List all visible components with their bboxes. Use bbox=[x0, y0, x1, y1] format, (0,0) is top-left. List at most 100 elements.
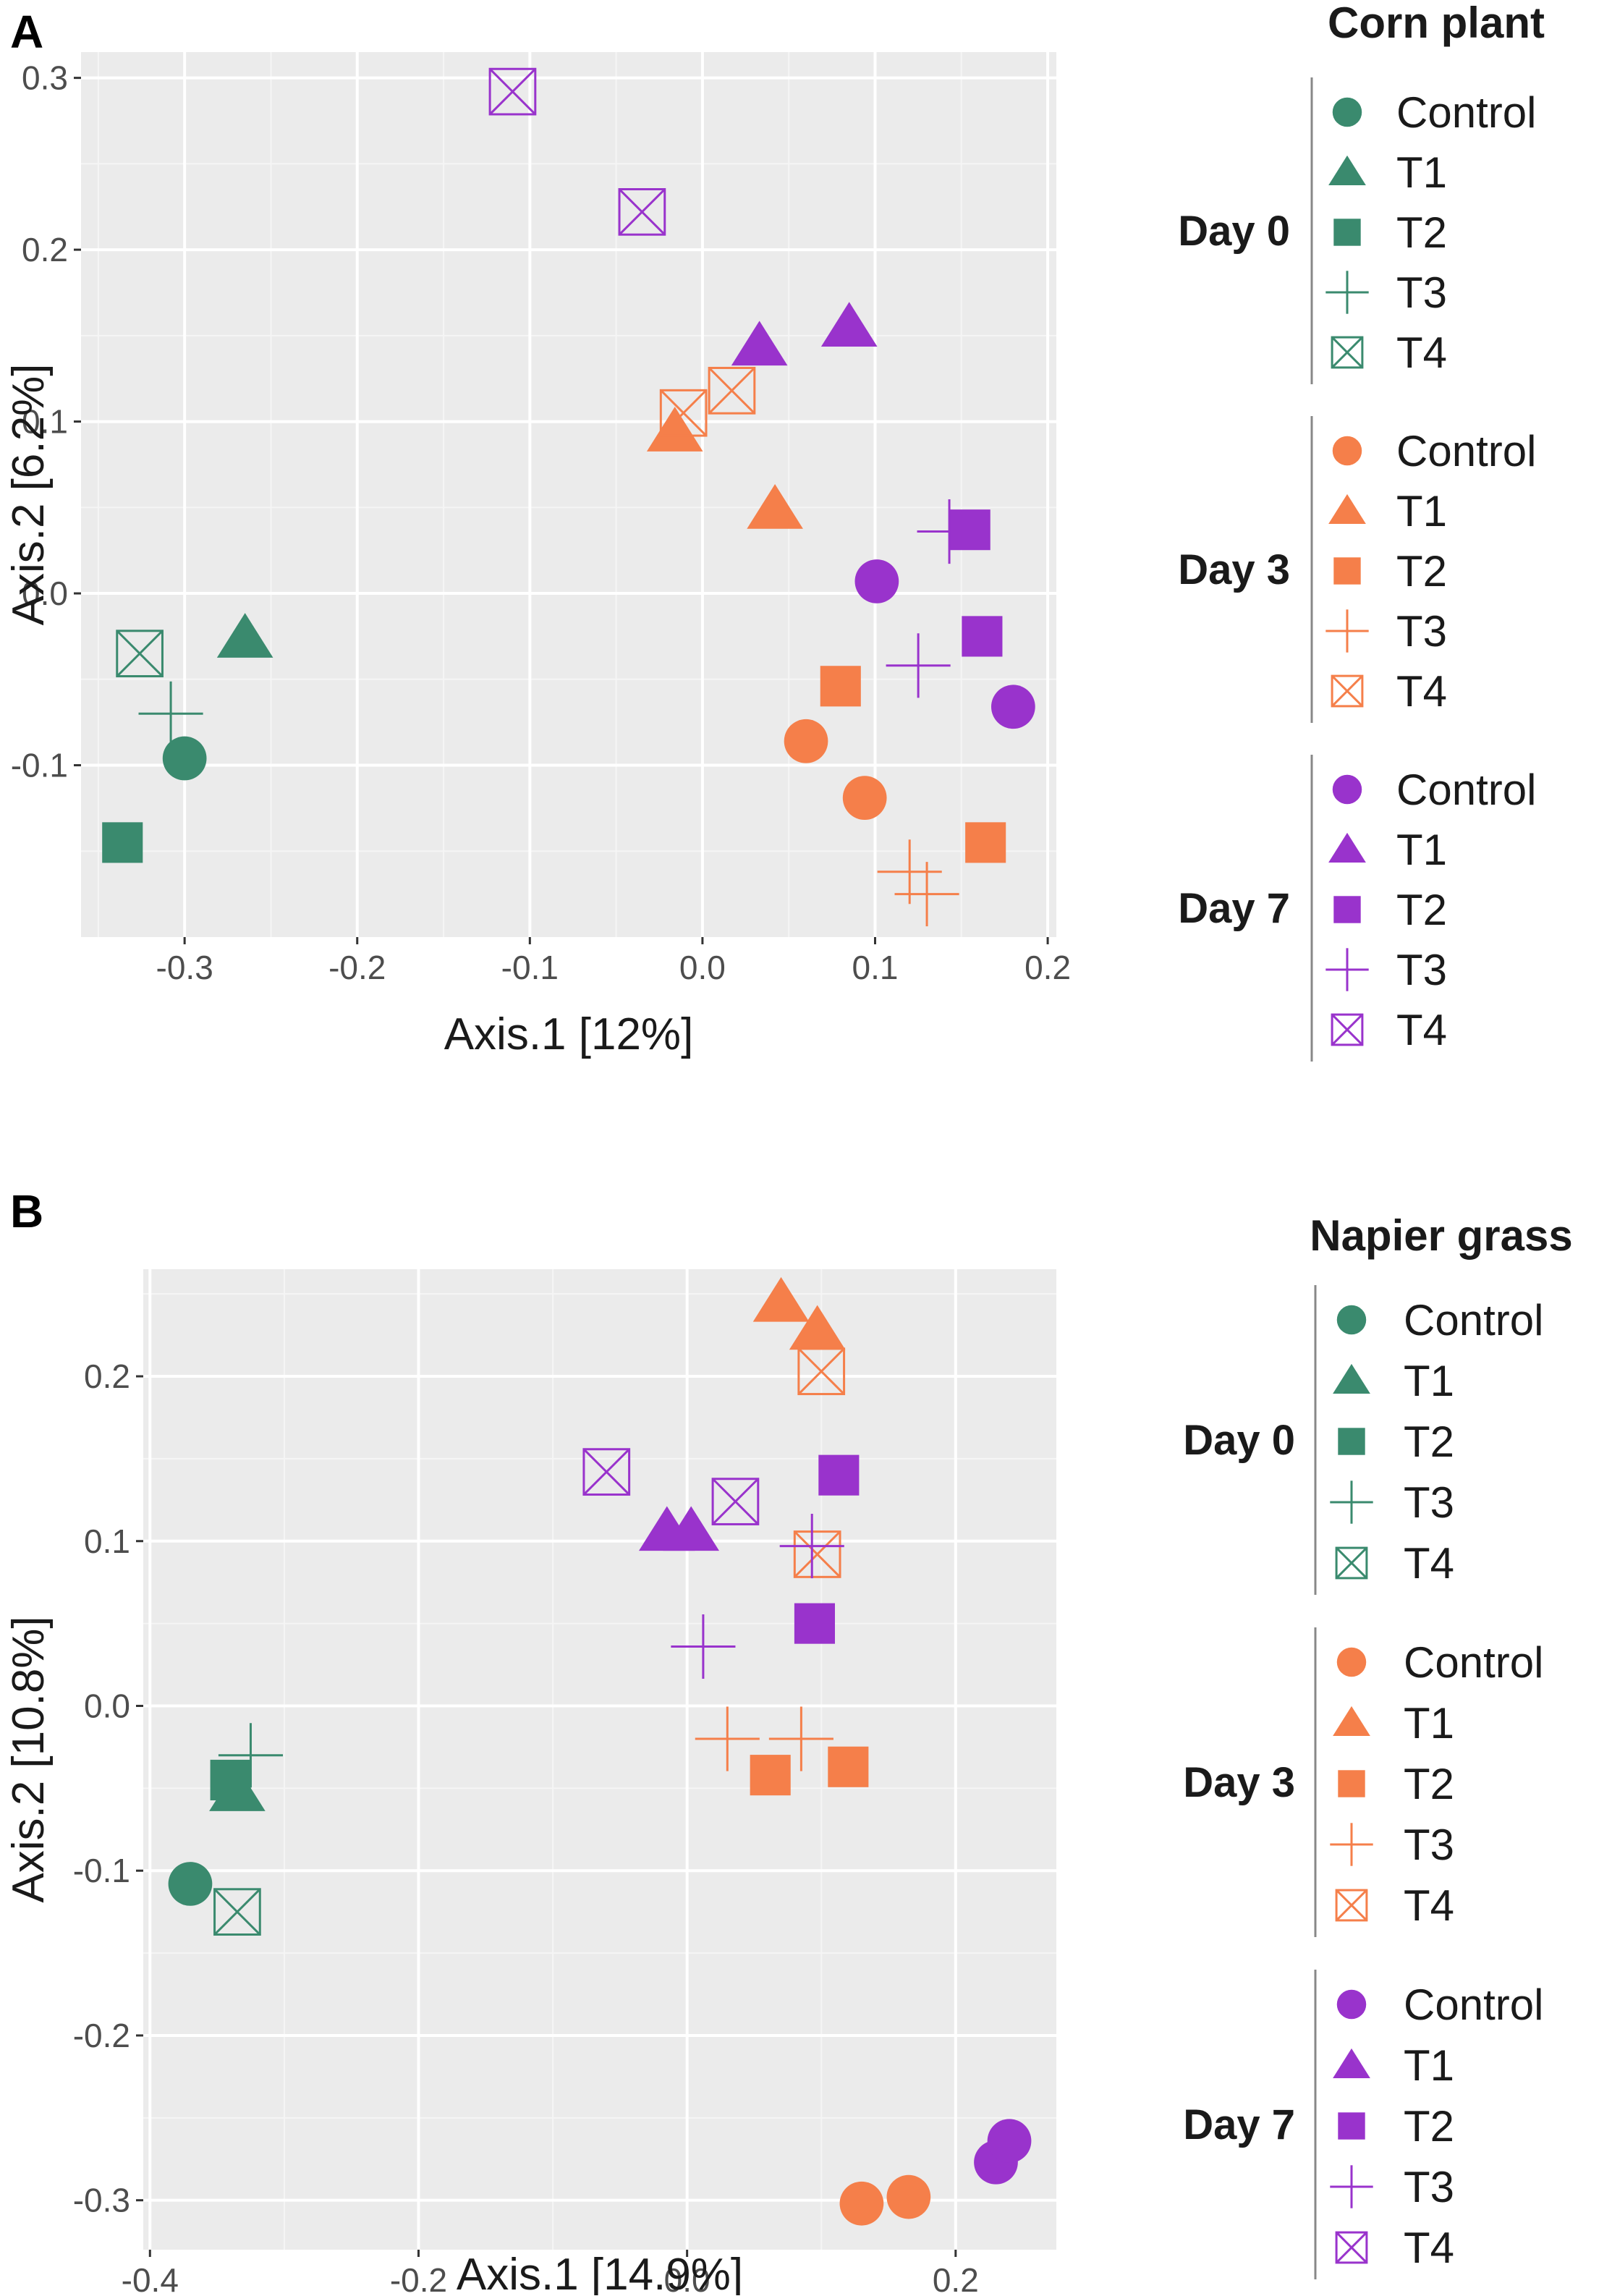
legend-key-circle bbox=[1332, 436, 1362, 466]
legend-key-triangle bbox=[1333, 1363, 1370, 1394]
x-tick-label: -0.4 bbox=[122, 2261, 179, 2295]
x-tick-label: 0.0 bbox=[679, 949, 726, 986]
x-axis-title: Axis.1 [12%] bbox=[444, 1009, 694, 1059]
legend-title: Corn plant bbox=[1328, 0, 1545, 47]
data-point-day3-square bbox=[828, 1746, 869, 1787]
legend-label: Control bbox=[1404, 1638, 1543, 1687]
data-point-day3-square bbox=[750, 1755, 791, 1796]
data-point-day3-square bbox=[820, 666, 861, 707]
data-point-day0-boxx bbox=[116, 630, 164, 678]
y-axis-title: Axis.2 [6.2%] bbox=[4, 364, 54, 626]
data-point-day7-boxx bbox=[711, 1478, 760, 1525]
legend-group-label: Day 3 bbox=[1183, 1759, 1295, 1806]
data-point-day3-circle bbox=[886, 2174, 931, 2219]
data-point-day7-triangle bbox=[663, 1506, 720, 1551]
legend-label: T1 bbox=[1404, 1699, 1454, 1748]
data-point-day3-boxx bbox=[708, 366, 756, 415]
legend-key-square bbox=[1333, 557, 1361, 585]
legend-label: Control bbox=[1404, 1296, 1543, 1344]
x-tick-label: 0.2 bbox=[933, 2261, 979, 2295]
x-tick-label: 0.1 bbox=[852, 949, 899, 986]
legend-group-label: Day 7 bbox=[1183, 2101, 1295, 2148]
x-tick-label: 0.0 bbox=[664, 2261, 710, 2295]
data-point-day0-square bbox=[102, 822, 143, 863]
y-tick-label: -0.1 bbox=[11, 747, 68, 784]
legend-label: T2 bbox=[1404, 2102, 1454, 2151]
data-point-day3-circle bbox=[839, 2181, 884, 2226]
legend-key-plus bbox=[1325, 948, 1369, 991]
data-point-day7-circle bbox=[854, 559, 899, 603]
y-tick-label: -0.2 bbox=[73, 2017, 130, 2054]
data-point-day7-plus bbox=[671, 1614, 736, 1679]
legend-label: T4 bbox=[1396, 667, 1447, 716]
legend-key-triangle bbox=[1333, 1706, 1370, 1737]
data-point-day7-plus bbox=[917, 499, 982, 564]
data-point-day3-plus bbox=[695, 1706, 760, 1771]
legend-key-boxx bbox=[1331, 674, 1364, 708]
y-tick-label: -0.3 bbox=[73, 2182, 130, 2219]
data-point-day3-square bbox=[965, 822, 1006, 863]
data-point-day3-boxx bbox=[659, 389, 708, 437]
legend-label: T4 bbox=[1404, 1881, 1454, 1930]
data-point-day0-triangle bbox=[216, 613, 273, 658]
data-point-day0-circle bbox=[168, 1862, 213, 1906]
data-point-day7-triangle bbox=[820, 302, 878, 347]
data-point-day7-square bbox=[794, 1603, 835, 1644]
legend-key-plus bbox=[1330, 1480, 1373, 1524]
legend-label: T3 bbox=[1396, 946, 1447, 994]
legend-label: T3 bbox=[1396, 268, 1447, 317]
legend-label: T3 bbox=[1404, 1821, 1454, 1869]
legend-key-circle bbox=[1332, 774, 1362, 805]
data-point-day7-square bbox=[962, 616, 1003, 657]
legend-label: T2 bbox=[1404, 1418, 1454, 1466]
legend-label: T1 bbox=[1404, 2041, 1454, 2090]
legend-key-circle bbox=[1336, 1989, 1367, 2020]
legend-key-square bbox=[1338, 1770, 1365, 1797]
data-point-day3-circle bbox=[784, 719, 828, 763]
x-tick-label: -0.1 bbox=[501, 949, 559, 986]
y-tick-label: -0.1 bbox=[73, 1852, 130, 1889]
legend-label: T4 bbox=[1396, 329, 1447, 377]
data-point-day7-circle bbox=[990, 685, 1035, 729]
legend-group-label: Day 3 bbox=[1178, 546, 1290, 593]
data-point-day7-boxx bbox=[582, 1448, 631, 1496]
data-point-day0-plus bbox=[138, 681, 203, 746]
data-point-day7-circle bbox=[987, 2119, 1032, 2164]
scatter-plot-b: B -0.4 -0.2 0.0 0.2 -0.3 -0.2 -0.1 0.0 0.1 0.2 Axi… bbox=[4, 1185, 1573, 2295]
legend-key-plus bbox=[1325, 609, 1369, 653]
y-tick-label: 0.2 bbox=[84, 1357, 130, 1395]
legend-label: Control bbox=[1396, 88, 1536, 137]
legend-label: Control bbox=[1396, 427, 1536, 475]
legend-label: T2 bbox=[1396, 208, 1447, 257]
data-point-day0-boxx bbox=[213, 1888, 261, 1936]
legend-label: T1 bbox=[1404, 1357, 1454, 1405]
legend-label: Control bbox=[1404, 1981, 1543, 2029]
legend-group-label: Day 0 bbox=[1178, 208, 1290, 255]
legend-key-square bbox=[1338, 1428, 1365, 1455]
legend-label: T1 bbox=[1396, 826, 1447, 874]
legend-label: T3 bbox=[1404, 1478, 1454, 1527]
legend-key-square bbox=[1333, 896, 1361, 923]
x-tick-label: 0.2 bbox=[1025, 949, 1071, 986]
data-points bbox=[168, 1276, 1032, 2226]
data-point-day3-triangle bbox=[646, 407, 703, 452]
plot-background bbox=[143, 1269, 1056, 2250]
data-point-day3-boxx bbox=[797, 1347, 846, 1396]
legend-key-triangle bbox=[1328, 155, 1366, 186]
y-tick-label: 0.1 bbox=[84, 1522, 130, 1560]
data-point-day3-plus bbox=[768, 1706, 833, 1771]
legend-key-triangle bbox=[1328, 832, 1366, 863]
y-axis-title: Axis.2 [10.8%] bbox=[4, 1616, 54, 1902]
data-point-day7-triangle bbox=[731, 321, 788, 366]
data-point-day7-boxx bbox=[618, 188, 666, 236]
data-points bbox=[102, 67, 1035, 927]
data-point-day0-square bbox=[210, 1759, 251, 1801]
y-tick-label: 0.2 bbox=[22, 231, 68, 268]
legend-label: Control bbox=[1396, 766, 1536, 814]
legend-key-boxx bbox=[1335, 1546, 1368, 1580]
legend-group-label: Day 7 bbox=[1178, 885, 1290, 932]
data-point-day3-boxx bbox=[793, 1530, 841, 1578]
y-tick-label: 0.0 bbox=[22, 575, 68, 612]
legend-label: T1 bbox=[1396, 487, 1447, 535]
data-point-day7-boxx bbox=[488, 67, 537, 116]
